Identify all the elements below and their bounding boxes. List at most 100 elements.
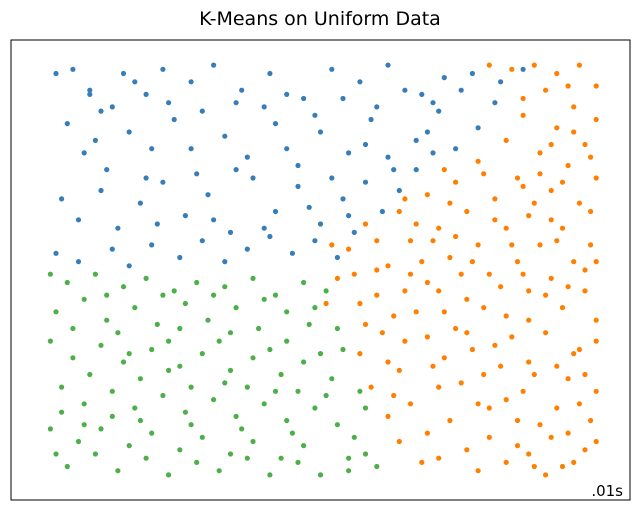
scatter-point-cluster-1 <box>424 192 430 198</box>
scatter-point-cluster-0 <box>424 129 430 135</box>
scatter-point-cluster-1 <box>571 129 577 135</box>
scatter-point-cluster-0 <box>284 91 290 97</box>
scatter-point-cluster-1 <box>571 351 577 357</box>
scatter-point-cluster-2 <box>70 355 76 361</box>
scatter-point-cluster-1 <box>351 271 357 277</box>
scatter-point-cluster-2 <box>340 346 346 353</box>
scatter-point-cluster-1 <box>424 279 430 286</box>
scatter-point-cluster-1 <box>447 200 453 206</box>
scatter-point-cluster-0 <box>53 250 59 256</box>
scatter-point-cluster-2 <box>222 284 228 290</box>
scatter-point-cluster-0 <box>98 187 104 194</box>
scatter-point-cluster-2 <box>194 459 200 465</box>
scatter-point-cluster-0 <box>317 129 324 135</box>
scatter-point-cluster-1 <box>548 275 554 281</box>
scatter-point-cluster-0 <box>385 62 391 68</box>
scatter-point-cluster-2 <box>205 317 211 323</box>
scatter-point-cluster-2 <box>64 279 70 286</box>
scatter-point-cluster-1 <box>458 271 464 277</box>
scatter-point-cluster-2 <box>149 346 155 353</box>
scatter-point-cluster-0 <box>334 254 340 261</box>
scatter-point-cluster-1 <box>543 330 549 336</box>
scatter-point-cluster-1 <box>559 225 566 231</box>
scatter-point-cluster-0 <box>75 217 82 223</box>
scatter-point-cluster-2 <box>227 367 234 373</box>
scatter-point-cluster-0 <box>137 200 143 206</box>
scatter-point-cluster-2 <box>284 338 290 344</box>
scatter-point-cluster-1 <box>565 162 571 169</box>
scatter-points <box>47 62 599 478</box>
scatter-point-cluster-1 <box>436 288 442 294</box>
scatter-point-cluster-1 <box>486 434 492 440</box>
scatter-point-cluster-1 <box>537 171 543 177</box>
scatter-point-cluster-1 <box>413 309 419 315</box>
scatter-point-cluster-1 <box>475 158 481 164</box>
scatter-point-cluster-0 <box>143 175 149 181</box>
scatter-point-cluster-0 <box>340 196 346 202</box>
scatter-point-cluster-2 <box>362 451 369 457</box>
scatter-point-cluster-0 <box>182 213 188 219</box>
scatter-point-cluster-0 <box>340 95 346 102</box>
scatter-point-cluster-2 <box>250 355 256 361</box>
scatter-point-cluster-1 <box>548 141 554 148</box>
scatter-point-cluster-0 <box>126 129 132 135</box>
scatter-point-cluster-2 <box>295 459 301 465</box>
scatter-point-cluster-2 <box>81 422 87 428</box>
scatter-point-cluster-2 <box>182 409 188 415</box>
scatter-point-cluster-0 <box>87 87 93 93</box>
scatter-point-cluster-1 <box>576 401 583 407</box>
scatter-point-cluster-0 <box>267 233 273 240</box>
scatter-point-cluster-2 <box>149 430 155 436</box>
scatter-point-cluster-1 <box>526 359 532 365</box>
scatter-point-cluster-1 <box>576 200 583 206</box>
scatter-point-cluster-1 <box>503 313 509 319</box>
scatter-point-cluster-1 <box>374 267 380 273</box>
scatter-point-cluster-1 <box>475 401 481 407</box>
scatter-point-cluster-2 <box>47 338 54 344</box>
scatter-point-cluster-2 <box>323 392 329 399</box>
scatter-point-cluster-1 <box>402 196 408 202</box>
scatter-point-cluster-1 <box>374 238 380 244</box>
scatter-point-cluster-0 <box>166 100 172 106</box>
scatter-point-cluster-1 <box>565 284 571 290</box>
scatter-point-cluster-2 <box>115 468 121 474</box>
scatter-point-cluster-0 <box>267 70 273 77</box>
scatter-point-cluster-0 <box>498 79 504 85</box>
scatter-point-cluster-2 <box>295 388 301 394</box>
scatter-point-cluster-1 <box>469 346 475 353</box>
scatter-point-cluster-2 <box>109 388 115 394</box>
scatter-point-cluster-0 <box>272 121 279 127</box>
scatter-point-cluster-1 <box>453 325 459 332</box>
scatter-point-cluster-1 <box>548 434 554 440</box>
scatter-point-cluster-2 <box>154 321 160 327</box>
scatter-point-cluster-1 <box>475 468 481 474</box>
scatter-point-cluster-1 <box>458 380 464 386</box>
scatter-point-cluster-1 <box>402 288 408 294</box>
scatter-point-cluster-0 <box>261 104 267 110</box>
scatter-point-cluster-2 <box>312 305 318 311</box>
scatter-point-cluster-1 <box>357 300 363 307</box>
scatter-point-cluster-1 <box>379 330 385 336</box>
scatter-point-cluster-1 <box>481 171 487 177</box>
scatter-point-cluster-2 <box>188 422 194 428</box>
scatter-point-cluster-1 <box>481 371 487 378</box>
scatter-point-cluster-1 <box>571 459 577 465</box>
scatter-point-cluster-1 <box>362 221 369 227</box>
scatter-point-cluster-1 <box>526 288 532 294</box>
scatter-point-cluster-1 <box>441 355 447 361</box>
scatter-point-cluster-0 <box>109 104 115 110</box>
scatter-point-cluster-1 <box>554 70 560 77</box>
scatter-point-cluster-1 <box>554 238 560 244</box>
scatter-point-cluster-1 <box>396 367 402 373</box>
scatter-point-cluster-0 <box>199 238 205 244</box>
scatter-point-cluster-2 <box>115 330 121 336</box>
scatter-point-cluster-1 <box>368 384 374 390</box>
scatter-point-cluster-1 <box>593 388 599 394</box>
scatter-point-cluster-1 <box>424 334 430 340</box>
scatter-point-cluster-2 <box>194 279 200 286</box>
scatter-point-cluster-0 <box>211 217 217 223</box>
scatter-point-cluster-2 <box>47 271 54 277</box>
scatter-point-cluster-0 <box>453 146 459 152</box>
scatter-point-cluster-2 <box>160 292 166 298</box>
scatter-point-cluster-2 <box>182 300 188 307</box>
